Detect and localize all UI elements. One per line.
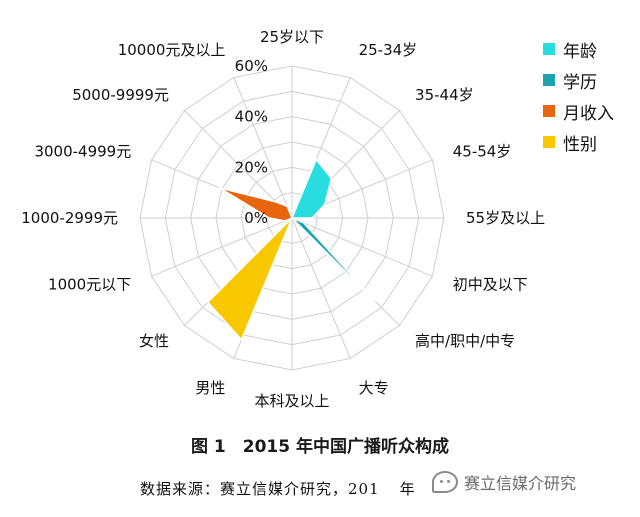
legend-swatch	[543, 105, 555, 117]
category-label: 男性	[195, 379, 225, 397]
tick-label: 0%	[244, 209, 268, 227]
legend-swatch	[543, 74, 555, 86]
series-area	[218, 187, 293, 222]
legend-item: 学历	[543, 69, 614, 93]
data-source-note: 数据来源：赛立信媒介研究，201 年	[140, 478, 416, 499]
legend-swatch	[543, 136, 555, 148]
tick-labels: 0% 20% 40% 60%	[235, 57, 268, 227]
category-label: 女性	[139, 332, 169, 350]
category-label: 5000-9999元	[72, 86, 169, 104]
legend-item: 年龄	[543, 38, 614, 62]
grid-spoke	[291, 217, 351, 359]
grid-spoke	[291, 217, 433, 277]
category-label: 55岁及以上	[466, 209, 545, 227]
grid-spoke	[151, 217, 293, 277]
category-label: 45-54岁	[453, 142, 512, 160]
grid-spoke	[233, 77, 293, 219]
series-area	[291, 158, 333, 219]
source-text: 数据来源：赛立信媒介研究，201	[140, 480, 380, 498]
series-area	[291, 217, 376, 302]
source-tail: 年	[399, 480, 416, 498]
legend-label: 性别	[563, 134, 597, 155]
category-label: 大专	[359, 379, 389, 397]
radar-chart: 25岁以下 25-34岁 35-44岁 45-54岁 55岁及以上初中及以下高中/职中/…	[21, 28, 614, 410]
category-labels: 25岁以下 25-34岁 35-44岁 45-54岁 55岁及以上初中及以下高中/职中/…	[21, 28, 545, 410]
watermark-text: 赛立信媒介研究	[464, 474, 577, 493]
legend: 年龄 学历 月收入 性别	[543, 38, 614, 162]
series-area	[207, 217, 293, 341]
radar-series	[207, 158, 376, 341]
legend-label: 学历	[563, 72, 597, 93]
category-label: 初中及以下	[453, 276, 528, 294]
category-label: 25-34岁	[359, 41, 418, 59]
legend-label: 月收入	[563, 103, 614, 124]
tick-label: 60%	[235, 57, 268, 75]
category-label: 10000元及以上	[118, 41, 226, 59]
radar-plot: 25岁以下 25-34岁 35-44岁 45-54岁 55岁及以上初中及以下高中/职中/…	[21, 28, 545, 410]
tick-label: 40%	[235, 108, 268, 126]
wechat-icon	[432, 471, 458, 493]
legend-item: 月收入	[543, 100, 614, 124]
category-label: 1000元以下	[48, 276, 131, 294]
tick-label: 20%	[235, 158, 268, 176]
legend-swatch	[543, 43, 555, 55]
category-label: 35-44岁	[415, 86, 474, 104]
category-label: 25岁以下	[260, 28, 324, 46]
category-label: 本科及以上	[254, 392, 329, 410]
category-label: 3000-4999元	[34, 142, 131, 160]
category-label: 1000-2999元	[21, 209, 118, 227]
legend-label: 年龄	[563, 41, 597, 62]
watermark: 赛立信媒介研究	[432, 470, 576, 494]
category-label: 高中/职中/中专	[415, 332, 515, 350]
grid-spoke	[184, 110, 293, 219]
legend-item: 性别	[543, 131, 614, 155]
figure-caption: 图 1 2015 年中国广播听众构成	[191, 437, 449, 457]
